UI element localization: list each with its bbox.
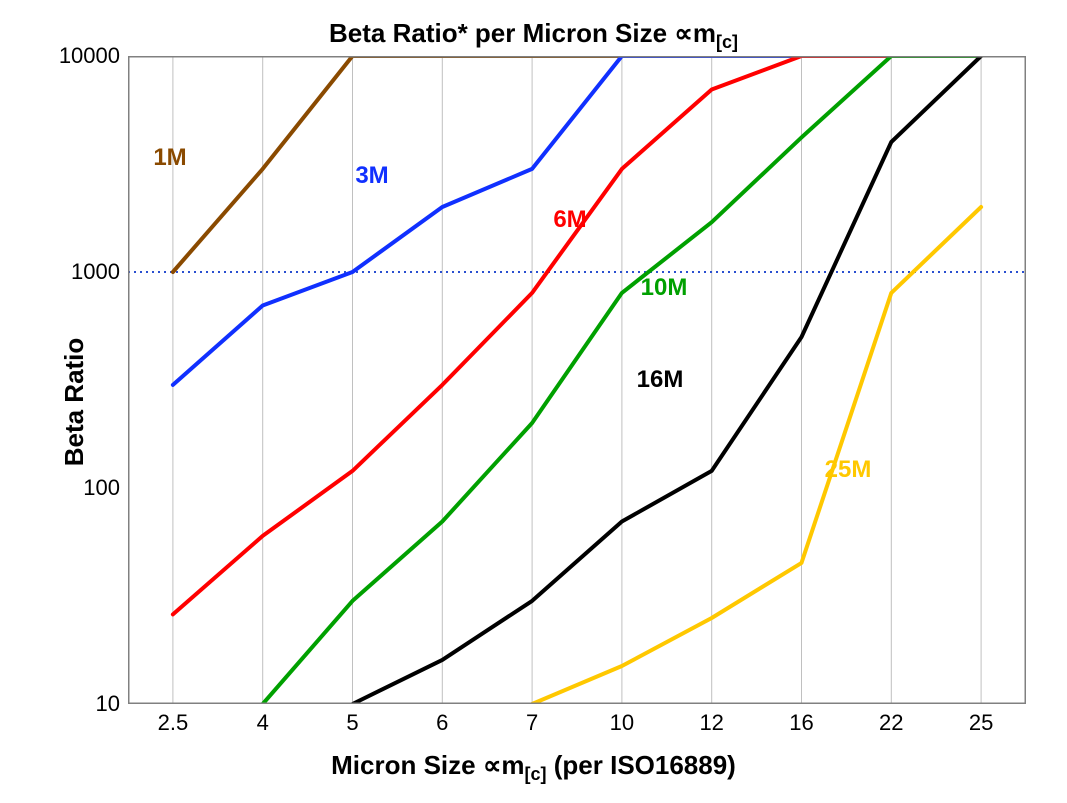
series-label: 25M (825, 456, 872, 484)
x-tick-label: 22 (879, 704, 903, 736)
title-subscript: [c] (716, 32, 738, 52)
chart-container: Beta Ratio* per Micron Size ∝m[c] Beta R… (0, 0, 1067, 803)
x-tick-label: 16 (789, 704, 813, 736)
xlabel-suffix: (per ISO16889) (547, 750, 736, 780)
series-label: 1M (153, 144, 186, 172)
series-label: 6M (553, 206, 586, 234)
plot-svg (128, 56, 1026, 704)
x-tick-label: 7 (526, 704, 538, 736)
series-label: 16M (637, 366, 684, 394)
y-tick-label: 1000 (71, 259, 128, 285)
x-tick-label: 6 (436, 704, 448, 736)
y-tick-label: 10 (96, 691, 128, 717)
xlabel-prefix: Micron Size ∝m (331, 750, 524, 780)
title-text: Beta Ratio* per Micron Size ∝m (329, 18, 716, 48)
x-tick-label: 10 (610, 704, 634, 736)
x-tick-label: 12 (699, 704, 723, 736)
x-tick-label: 2.5 (158, 704, 189, 736)
x-axis-label: Micron Size ∝m[c] (per ISO16889) (0, 750, 1067, 785)
plot-area: 10100100010000 2.545671012162225 1M3M6M1… (128, 56, 1026, 704)
x-tick-label: 25 (969, 704, 993, 736)
xlabel-subscript: [c] (525, 764, 547, 784)
y-tick-label: 10000 (59, 43, 128, 69)
x-tick-label: 4 (257, 704, 269, 736)
x-tick-label: 5 (346, 704, 358, 736)
series-label: 10M (641, 274, 688, 302)
chart-title: Beta Ratio* per Micron Size ∝m[c] (0, 18, 1067, 53)
y-axis-label: Beta Ratio (59, 337, 90, 466)
series-label: 3M (355, 162, 388, 190)
y-tick-label: 100 (83, 475, 128, 501)
